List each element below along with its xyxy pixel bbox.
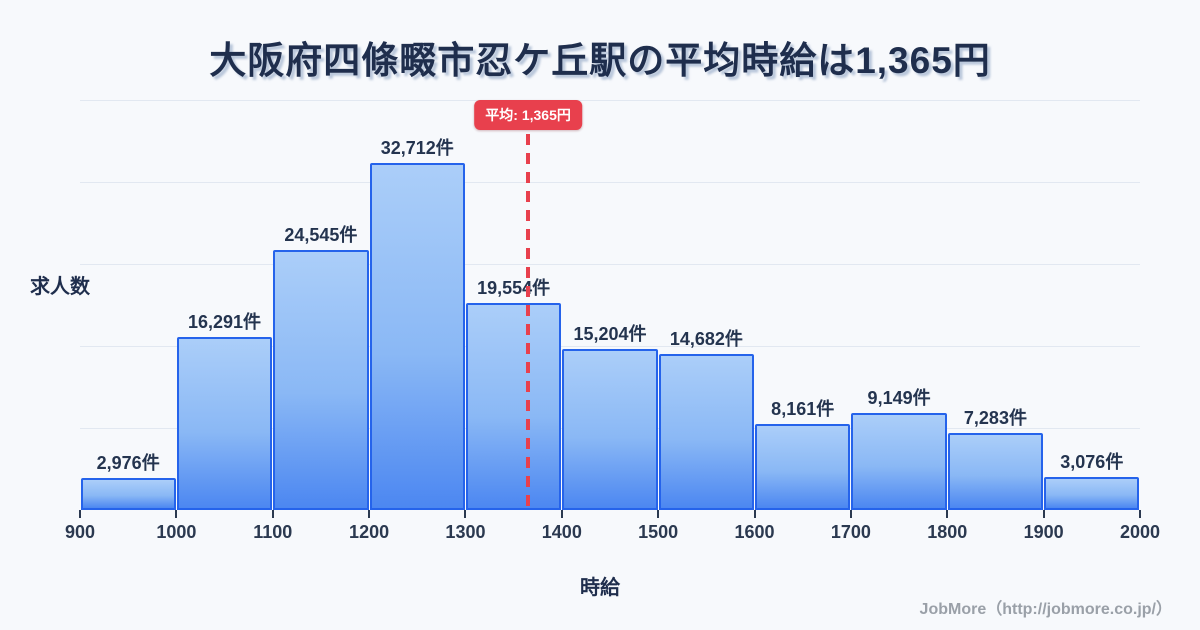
x-tick-label: 1300	[445, 522, 486, 542]
average-badge: 平均: 1,365円	[474, 100, 582, 130]
bar-1400-1500: 15,204件	[562, 324, 658, 510]
x-tick-label: 1000	[156, 522, 197, 542]
page-title: 大阪府四條畷市忍ケ丘駅の平均時給は1,365円	[209, 40, 991, 81]
x-tick-label: 1700	[830, 522, 871, 542]
x-tick-label: 1200	[349, 522, 390, 542]
x-tick-mark	[175, 510, 178, 518]
gridline	[80, 100, 1140, 101]
bar-900-1000: 2,976件	[80, 453, 176, 510]
bar-1200-1300: 32,712件	[369, 138, 465, 510]
bar-value-label: 9,149件	[867, 388, 931, 409]
x-tick-label: 1100	[253, 522, 293, 542]
x-tick-mark	[1139, 510, 1141, 518]
y-axis-label: 求人数	[30, 276, 90, 298]
x-tick-mark	[464, 510, 467, 518]
bar-value-label: 14,682件	[669, 329, 743, 350]
x-tick-label: 2000	[1119, 522, 1161, 542]
bar-value-label: 19,554件	[477, 277, 551, 298]
gridline	[80, 346, 1140, 347]
bar-1900-2000: 3,076件	[1044, 452, 1140, 510]
bar-value-label: 8,161件	[771, 398, 835, 419]
bar-value-label: 2,976件	[96, 453, 160, 474]
bar-value-label: 24,545件	[284, 224, 358, 245]
bar-value-label: 15,204件	[573, 323, 647, 344]
x-tick-label: 1500	[638, 522, 679, 542]
x-axis-label: 時給	[580, 577, 620, 599]
bar-1600-1700: 8,161件	[755, 399, 851, 510]
x-tick-mark	[79, 510, 81, 518]
x-tick-mark	[657, 510, 660, 518]
x-tick-mark	[1042, 510, 1045, 518]
bar-value-label: 7,283件	[963, 407, 1027, 428]
x-tick-mark	[368, 510, 371, 518]
x-tick-label: 1800	[927, 522, 968, 542]
x-tick-mark	[271, 510, 274, 518]
bar-value-label: 3,076件	[1060, 452, 1124, 473]
x-tick-mark	[753, 510, 756, 518]
bar-1800-1900: 7,283件	[947, 408, 1044, 510]
x-tick-label: 1400	[541, 522, 582, 542]
bar-value-label: 16,291件	[188, 312, 262, 333]
bar-1500-1600: 14,682件	[658, 329, 755, 510]
average-line	[526, 134, 531, 510]
chart-plot-area: 2,976件 16,291件 24,545件 32,712件 19,554件 15,204…	[65, 100, 1160, 542]
bar-1100-1200: 24,545件	[273, 225, 369, 510]
x-tick-label: 1600	[734, 522, 775, 542]
x-tick-mark	[946, 510, 949, 518]
bar-1000-1100: 16,291件	[176, 312, 273, 510]
x-tick-mark	[560, 510, 563, 518]
bar-1300-1400: 19,554件	[465, 278, 562, 510]
x-tick-label: 1900	[1023, 522, 1064, 542]
gridline	[80, 264, 1140, 265]
bar-value-label: 32,712件	[380, 138, 454, 159]
bar-1700-1800: 9,149件	[851, 388, 947, 510]
x-tick-label: 900	[64, 522, 96, 542]
gridline	[80, 182, 1140, 183]
credit-watermark: JobMore（http://jobmore.co.jp/）	[919, 601, 1172, 618]
x-tick-mark	[849, 510, 852, 518]
